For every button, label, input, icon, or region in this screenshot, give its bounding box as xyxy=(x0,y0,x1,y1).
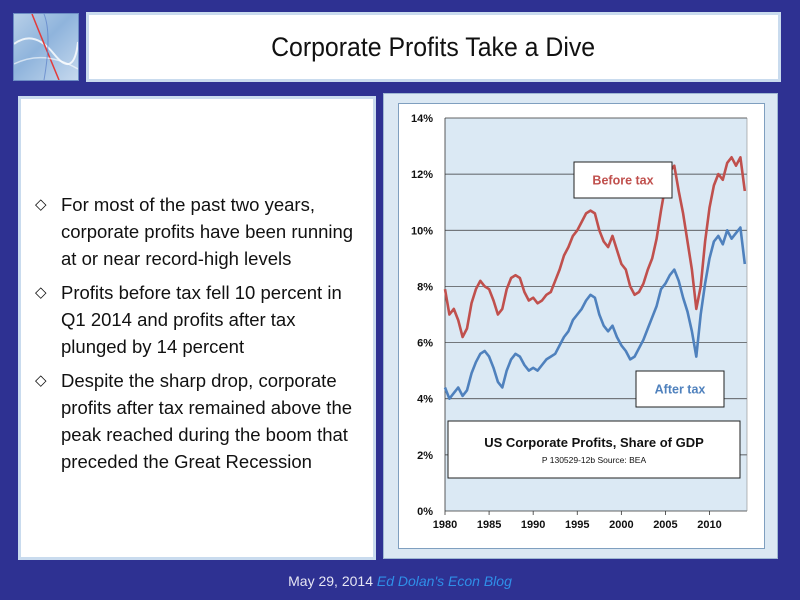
y-tick-label: 0% xyxy=(417,506,433,518)
bullet-item: ◇ Profits before tax fell 10 percent in … xyxy=(35,279,365,360)
y-tick-label: 12% xyxy=(411,169,433,181)
label-after-tax: After tax xyxy=(655,383,706,397)
chart-title: US Corporate Profits, Share of GDP xyxy=(484,435,704,450)
chart-subtitle: P 130529-12b Source: BEA xyxy=(542,455,647,465)
chart-title-box xyxy=(447,420,741,479)
footer: May 29, 2014 Ed Dolan's Econ Blog xyxy=(0,573,800,589)
x-tick-label: 2005 xyxy=(653,519,677,531)
y-tick-label: 2% xyxy=(417,450,433,462)
x-tick-label: 2000 xyxy=(609,519,633,531)
x-tick-label: 1990 xyxy=(521,519,545,531)
y-tick-label: 14% xyxy=(411,113,433,125)
label-before-tax: Before tax xyxy=(592,174,653,188)
label-after-tax-box xyxy=(635,370,725,408)
x-tick-label: 1985 xyxy=(477,519,501,531)
y-tick-label: 8% xyxy=(417,281,433,293)
footer-date: May 29, 2014 xyxy=(288,573,373,589)
x-tick-label: 1980 xyxy=(433,519,457,531)
bullet-text: Profits before tax fell 10 percent in Q1… xyxy=(61,282,342,357)
diamond-outline-icon: ◇ xyxy=(35,284,47,301)
profits-chart: 0% 2% 4% 6% 8% 10% 12% 14% 1980 1985 1990 1995 2000 2… xyxy=(411,113,748,531)
bullet-list: ◇ For most of the past two years, corpor… xyxy=(35,191,365,482)
series-line-before-tax xyxy=(443,155,747,339)
footer-blog-link[interactable]: Ed Dolan's Econ Blog xyxy=(376,573,512,589)
bullet-item: ◇ For most of the past two years, corpor… xyxy=(35,191,365,272)
slide-title: Corporate Profits Take a Dive xyxy=(271,31,596,62)
logo-graphic xyxy=(14,14,78,80)
y-tick-label: 10% xyxy=(411,225,433,237)
bullet-item: ◇ Despite the sharp drop, corporate prof… xyxy=(35,367,365,475)
x-tick-label: 1995 xyxy=(565,519,589,531)
logo xyxy=(13,13,79,81)
title-box: Corporate Profits Take a Dive xyxy=(86,12,781,82)
y-tick-label: 4% xyxy=(417,394,433,406)
diamond-outline-icon: ◇ xyxy=(35,196,47,213)
bullet-text: For most of the past two years, corporat… xyxy=(61,194,354,269)
label-before-tax-box xyxy=(573,161,673,199)
series-line-after-tax xyxy=(443,226,747,401)
bullet-text: Despite the sharp drop, corporate profit… xyxy=(61,370,353,472)
x-tick-label: 2010 xyxy=(697,519,721,531)
diamond-outline-icon: ◇ xyxy=(35,372,47,389)
y-tick-label: 6% xyxy=(417,338,433,350)
text-panel: ◇ For most of the past two years, corpor… xyxy=(18,96,376,560)
